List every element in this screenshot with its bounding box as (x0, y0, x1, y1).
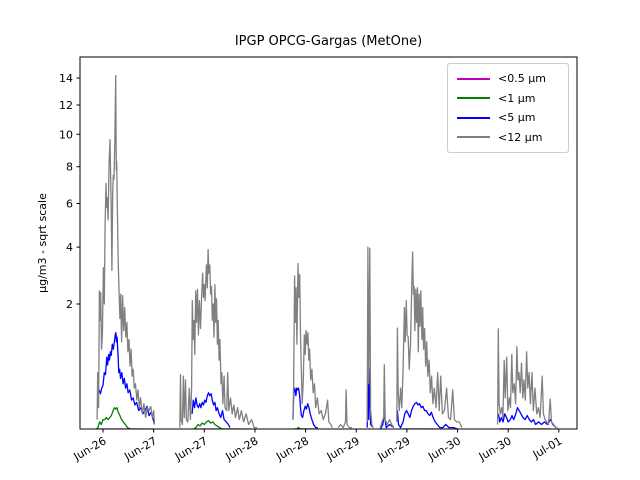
y-tick-label: 12 (59, 99, 73, 112)
legend-item-1m: <1 µm (457, 89, 562, 107)
y-tick-label: 2 (66, 298, 73, 311)
legend: <0.5 µm <1 µm <5 µm <12 µm (447, 63, 569, 153)
legend-label: <1 µm (498, 91, 536, 105)
x-tick-label: Jun-30 (476, 434, 514, 463)
x-tick-label: Jun-28 (273, 434, 311, 463)
series-line-<1 µm (193, 420, 239, 429)
legend-line-swatch (457, 97, 490, 100)
series-line-<12 µm (366, 246, 374, 428)
series-line-<12 µm (496, 328, 558, 429)
legend-item-12m: <12 µm (457, 128, 562, 146)
legend-label: <5 µm (498, 111, 536, 125)
legend-label: <12 µm (498, 130, 543, 144)
series-line-<12 µm (337, 389, 352, 429)
y-axis-label: µg/m3 - sqrt scale (36, 193, 49, 293)
x-tick-label: Jun-28 (223, 434, 261, 463)
legend-line-swatch (457, 116, 490, 119)
y-tick-label: 4 (66, 241, 73, 254)
x-tick-label: Jun-29 (375, 434, 413, 463)
axes-spines (79, 56, 578, 430)
y-tick-label: 10 (59, 128, 73, 141)
legend-line-swatch (457, 77, 490, 80)
x-tick-label: Jun-27 (121, 434, 159, 463)
y-tick-label: 14 (59, 72, 73, 85)
x-tick-label: Jun-27 (172, 434, 210, 463)
legend-item-0.5m: <0.5 µm (457, 70, 562, 88)
x-tick-label: Jun-30 (425, 434, 463, 463)
series-line-<5 µm (396, 401, 458, 429)
series-line-<12 µm (292, 262, 333, 428)
y-tick-label: 6 (66, 197, 73, 210)
chart-title: IPGP OPCG-Gargas (MetOne) (234, 34, 423, 49)
series-line-<5 µm (97, 332, 156, 425)
x-tick-label: Jul-01 (530, 434, 564, 461)
series-line-<12 µm (96, 74, 156, 425)
series-line-<12 µm (379, 364, 395, 428)
series-line-<12 µm (396, 251, 463, 428)
legend-line-swatch (457, 136, 490, 139)
series-layer (95, 74, 558, 429)
series-line-<1 µm (95, 407, 138, 429)
y-tick-label: 8 (66, 161, 73, 174)
series-line-<5 µm (191, 392, 231, 428)
legend-item-5m: <5 µm (457, 109, 562, 127)
legend-label: <0.5 µm (498, 72, 546, 86)
series-line-<5 µm (292, 387, 318, 429)
series-line-<12 µm (179, 248, 258, 429)
x-tick-label: Jun-29 (324, 434, 362, 463)
series-line-<5 µm (497, 407, 557, 429)
x-tick-label: Jun-26 (71, 434, 109, 463)
